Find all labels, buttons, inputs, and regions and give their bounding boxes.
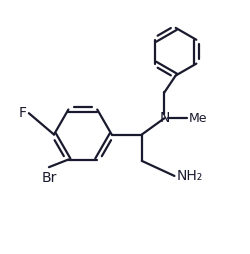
Text: NH₂: NH₂ [176, 169, 203, 183]
Text: Br: Br [41, 171, 56, 185]
Text: N: N [158, 111, 169, 125]
Text: Me: Me [188, 112, 207, 125]
Text: F: F [18, 106, 26, 120]
